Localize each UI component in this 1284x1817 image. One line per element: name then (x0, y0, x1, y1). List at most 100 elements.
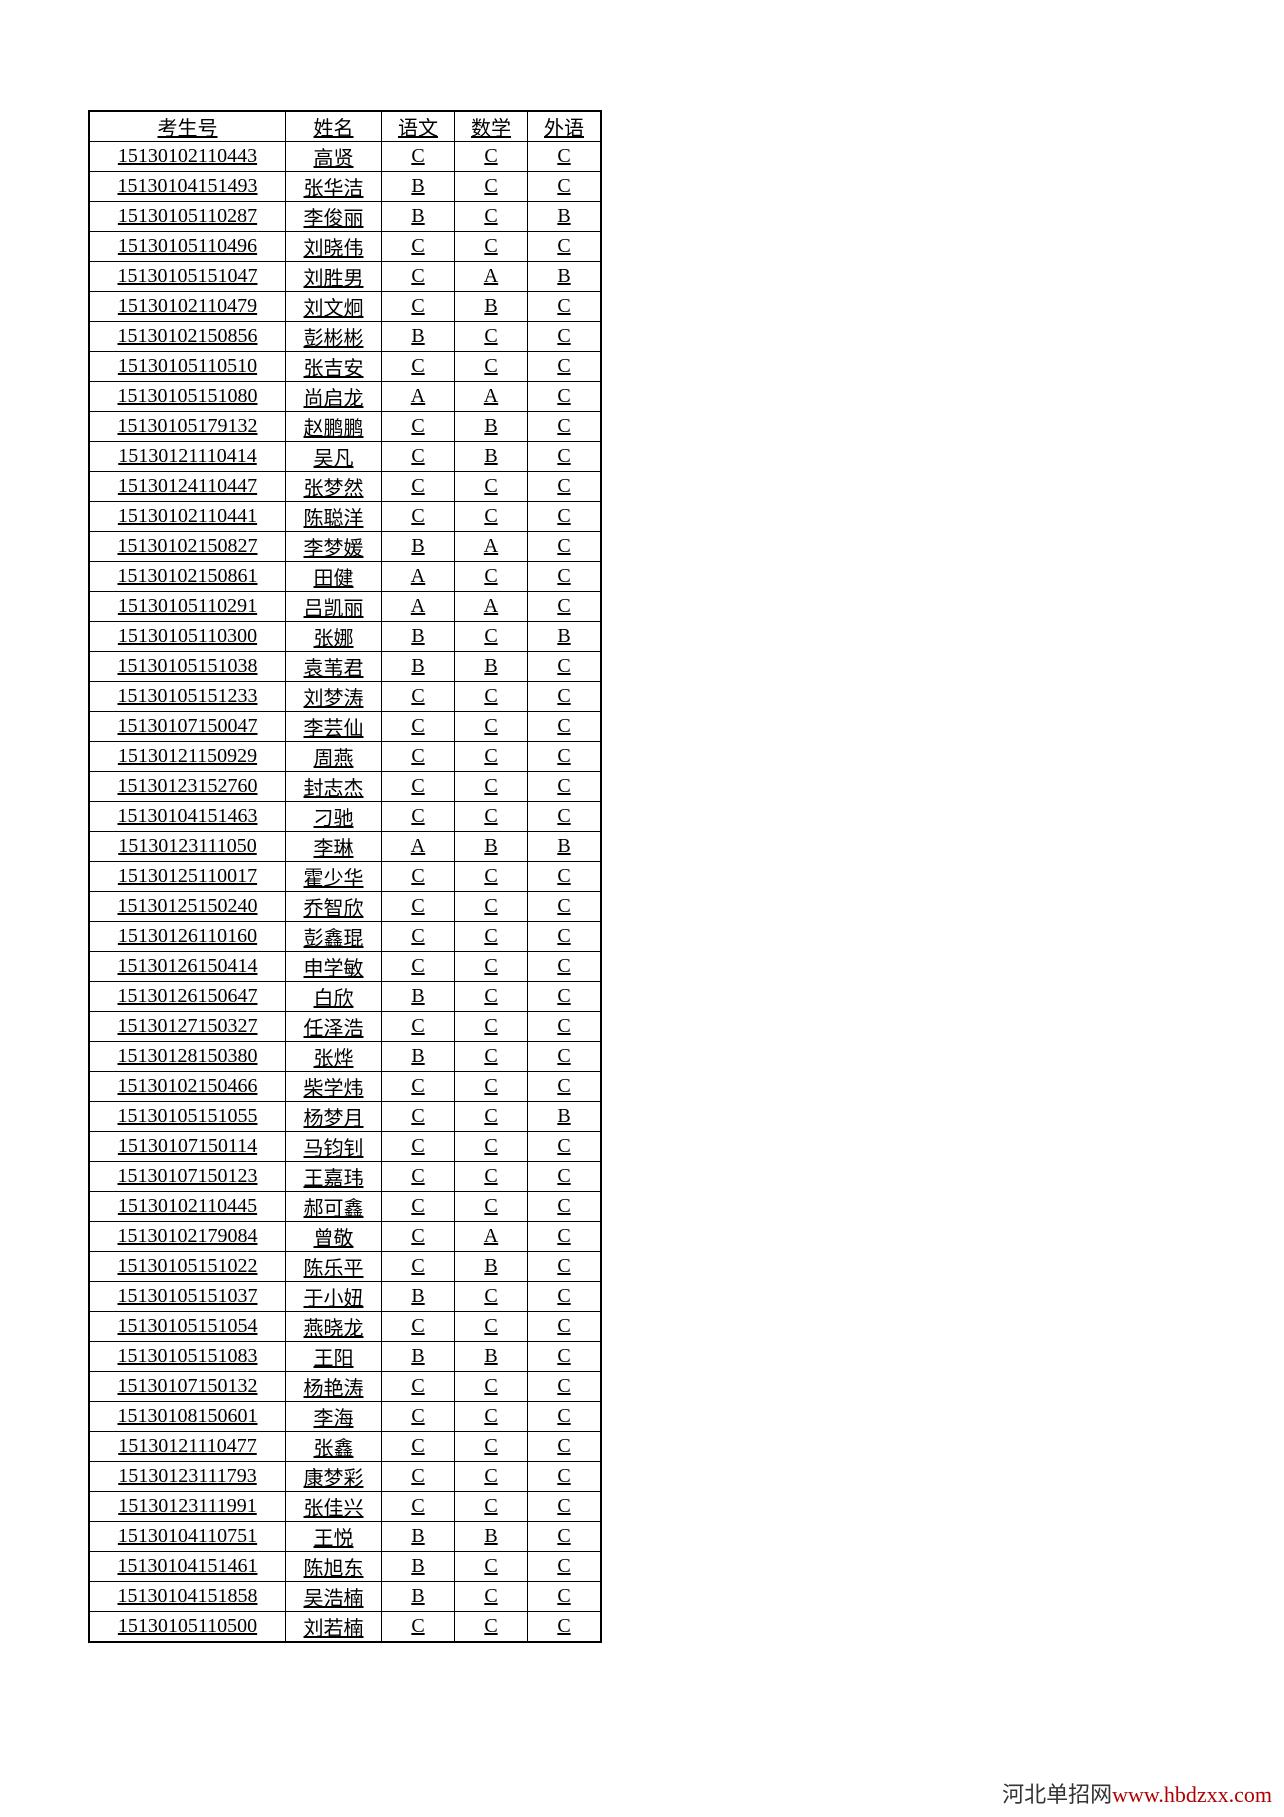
table-cell: C (455, 1372, 528, 1402)
table-cell: A (455, 532, 528, 562)
table-cell: C (528, 442, 602, 472)
table-row: 15130105151022陈乐平CBC (89, 1252, 601, 1282)
table-row: 15130107150114马钧钊CCC (89, 1132, 601, 1162)
table-cell: 刁驰 (286, 802, 382, 832)
table-cell: 15130105151054 (89, 1312, 286, 1342)
table-cell: C (528, 1552, 602, 1582)
table-body: 15130102110443高贤CCC15130104151493张华洁BCC1… (89, 142, 601, 1643)
table-cell: C (382, 412, 455, 442)
table-cell: B (382, 1282, 455, 1312)
table-cell: C (455, 772, 528, 802)
table-cell: C (382, 262, 455, 292)
table-cell: C (528, 1492, 602, 1522)
table-cell: C (528, 172, 602, 202)
table-cell: 袁苇君 (286, 652, 382, 682)
table-row: 15130104151463刁驰CCC (89, 802, 601, 832)
table-cell: B (528, 262, 602, 292)
table-cell: B (382, 1582, 455, 1612)
footer-watermark: 河北单招网www.hbdzxx.com (1002, 1777, 1272, 1809)
table-cell: B (382, 202, 455, 232)
table-cell: C (382, 922, 455, 952)
table-cell: B (455, 1522, 528, 1552)
table-cell: C (455, 802, 528, 832)
table-cell: C (528, 1072, 602, 1102)
table-cell: C (528, 682, 602, 712)
table-row: 15130102110441陈聪洋CCC (89, 502, 601, 532)
table-cell: C (382, 1162, 455, 1192)
table-cell: 15130105110291 (89, 592, 286, 622)
table-cell: C (382, 952, 455, 982)
table-cell: B (382, 532, 455, 562)
table-cell: 15130121150929 (89, 742, 286, 772)
table-cell: C (528, 1342, 602, 1372)
table-cell: C (528, 1042, 602, 1072)
table-cell: 张佳兴 (286, 1492, 382, 1522)
table-cell: 15130102150856 (89, 322, 286, 352)
table-cell: C (528, 1012, 602, 1042)
table-cell: 李梦媛 (286, 532, 382, 562)
table-cell: C (455, 322, 528, 352)
table-cell: C (455, 712, 528, 742)
table-cell: 15130123111991 (89, 1492, 286, 1522)
table-cell: C (382, 1072, 455, 1102)
table-cell: C (382, 502, 455, 532)
table-cell: 15130107150114 (89, 1132, 286, 1162)
table-cell: B (382, 1522, 455, 1552)
table-cell: C (528, 652, 602, 682)
table-cell: 刘梦涛 (286, 682, 382, 712)
table-cell: C (528, 892, 602, 922)
table-row: 15130121110414吴凡CBC (89, 442, 601, 472)
table-cell: B (455, 442, 528, 472)
table-cell: 15130107150123 (89, 1162, 286, 1192)
table-row: 15130108150601李海CCC (89, 1402, 601, 1432)
table-cell: 15130102110441 (89, 502, 286, 532)
table-cell: 15130104151461 (89, 1552, 286, 1582)
table-row: 15130124110447张梦然CCC (89, 472, 601, 502)
table-row: 15130107150123王嘉玮CCC (89, 1162, 601, 1192)
table-row: 15130105151037于小妞BCC (89, 1282, 601, 1312)
table-cell: C (455, 622, 528, 652)
table-cell: C (528, 292, 602, 322)
table-cell: B (455, 652, 528, 682)
table-row: 15130128150380张烨BCC (89, 1042, 601, 1072)
table-cell: 15130102150827 (89, 532, 286, 562)
table-cell: C (382, 1462, 455, 1492)
table-cell: C (382, 1372, 455, 1402)
table-cell: 彭鑫琨 (286, 922, 382, 952)
table-cell: 任泽浩 (286, 1012, 382, 1042)
table-cell: C (382, 862, 455, 892)
table-cell: C (528, 562, 602, 592)
table-cell: C (528, 1252, 602, 1282)
table-cell: 白欣 (286, 982, 382, 1012)
table-cell: 15130123152760 (89, 772, 286, 802)
table-cell: 15130105151233 (89, 682, 286, 712)
col-header-chinese: 语文 (382, 111, 455, 142)
table-cell: 燕晓龙 (286, 1312, 382, 1342)
table-cell: 15130105179132 (89, 412, 286, 442)
table-row: 15130105110287李俊丽BCB (89, 202, 601, 232)
table-cell: C (382, 232, 455, 262)
table-cell: 15130102110445 (89, 1192, 286, 1222)
table-row: 15130102150861田健ACC (89, 562, 601, 592)
table-cell: C (455, 1012, 528, 1042)
table-row: 15130125110017霍少华CCC (89, 862, 601, 892)
table-row: 15130123111991张佳兴CCC (89, 1492, 601, 1522)
table-cell: 15130126150414 (89, 952, 286, 982)
table-cell: B (382, 172, 455, 202)
table-cell: 15130128150380 (89, 1042, 286, 1072)
table-cell: A (382, 562, 455, 592)
table-cell: C (382, 742, 455, 772)
table-cell: C (455, 1552, 528, 1582)
table-cell: B (528, 202, 602, 232)
table-cell: C (528, 1432, 602, 1462)
table-cell: 刘若楠 (286, 1612, 382, 1643)
table-row: 15130105151054燕晓龙CCC (89, 1312, 601, 1342)
table-cell: 张鑫 (286, 1432, 382, 1462)
table-cell: C (382, 352, 455, 382)
table-cell: 15130104151858 (89, 1582, 286, 1612)
table-row: 15130105110510张吉安CCC (89, 352, 601, 382)
table-cell: 田健 (286, 562, 382, 592)
table-row: 15130121110477张鑫CCC (89, 1432, 601, 1462)
table-cell: 15130105151080 (89, 382, 286, 412)
table-cell: 15130105110287 (89, 202, 286, 232)
